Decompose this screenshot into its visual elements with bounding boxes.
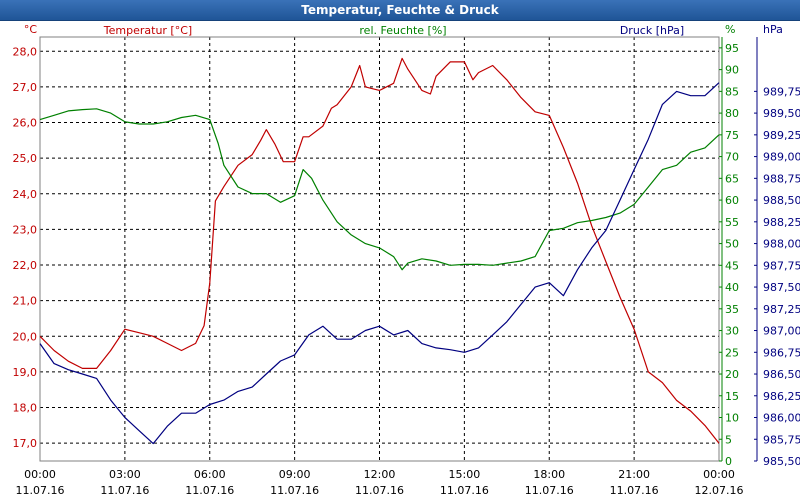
- humidity-tick-label: 85: [725, 85, 739, 98]
- legend-pressure: Druck [hPa]: [620, 24, 684, 37]
- humidity-tick-label: 5: [725, 433, 732, 446]
- plot-frame: [39, 36, 720, 462]
- x-tick-date: 11.07.16: [610, 484, 659, 497]
- x-tick-time: 03:00: [109, 468, 141, 481]
- pressure-tick-label: 989,75: [763, 85, 800, 98]
- legend-humidity: rel. Feuchte [%]: [359, 24, 446, 37]
- pressure-tick-label: 988,50: [763, 194, 800, 207]
- x-tick-time: 00:00: [24, 468, 56, 481]
- chart-title: Temperatur, Feuchte & Druck: [301, 3, 499, 17]
- humidity-tick-label: 45: [725, 259, 739, 272]
- temp-tick-label: 28,0: [13, 45, 38, 58]
- pressure-tick-label: 988,00: [763, 238, 800, 251]
- x-tick-date: 11.07.16: [270, 484, 319, 497]
- pressure-unit-label: hPa: [763, 23, 783, 36]
- pressure-tick-label: 988,75: [763, 172, 800, 185]
- temp-tick-label: 19,0: [13, 366, 38, 379]
- x-tick-time: 06:00: [194, 468, 226, 481]
- pressure-tick-label: 986,50: [763, 368, 800, 381]
- x-tick-date: 12.07.16: [695, 484, 744, 497]
- humidity-tick-label: 50: [725, 238, 739, 251]
- humidity-tick-label: 80: [725, 107, 739, 120]
- series-line-humidity: [39, 108, 720, 271]
- temp-tick-label: 27,0: [13, 81, 38, 94]
- humidity-tick-label: 90: [725, 64, 739, 77]
- humidity-tick-label: 60: [725, 194, 739, 207]
- temp-tick-label: 22,0: [13, 259, 38, 272]
- chart-title-bar: Temperatur, Feuchte & Druck: [0, 0, 800, 21]
- pressure-tick-label: 988,25: [763, 216, 800, 229]
- x-tick-date: 11.07.16: [525, 484, 574, 497]
- pressure-tick-label: 986,00: [763, 412, 800, 425]
- legend-temperature: Temperatur [°C]: [103, 24, 192, 37]
- temp-tick-label: 23,0: [13, 223, 38, 236]
- humidity-tick-label: 20: [725, 368, 739, 381]
- pressure-tick-label: 985,50: [763, 455, 800, 468]
- temp-tick-label: 24,0: [13, 188, 38, 201]
- humidity-unit-label: %: [725, 23, 735, 36]
- pressure-tick-label: 989,25: [763, 129, 800, 142]
- temp-tick-label: 21,0: [13, 295, 38, 308]
- humidity-tick-label: 75: [725, 129, 739, 142]
- x-tick-date: 11.07.16: [16, 484, 65, 497]
- temp-tick-label: 20,0: [13, 330, 38, 343]
- pressure-tick-label: 989,50: [763, 107, 800, 120]
- pressure-tick-label: 986,75: [763, 346, 800, 359]
- humidity-tick-label: 95: [725, 42, 739, 55]
- x-tick-time: 15:00: [449, 468, 481, 481]
- humidity-tick-label: 30: [725, 325, 739, 338]
- humidity-tick-label: 0: [725, 455, 732, 468]
- chart-canvas: 17,0 18,0 19,0 20,0 21,0 22,0 23,0 24,0 25,0 26,0…: [13, 23, 800, 497]
- humidity-tick-label: 35: [725, 303, 739, 316]
- pressure-tick-label: 987,00: [763, 325, 800, 338]
- humidity-tick-label: 40: [725, 281, 739, 294]
- humidity-tick-label: 70: [725, 151, 739, 164]
- x-tick-date: 11.07.16: [440, 484, 489, 497]
- x-tick-date: 11.07.16: [185, 484, 234, 497]
- temp-tick-label: 25,0: [13, 152, 38, 165]
- series-line-temperature: [39, 57, 720, 444]
- pressure-tick-label: 989,00: [763, 151, 800, 164]
- humidity-tick-label: 10: [725, 412, 739, 425]
- pressure-tick-label: 987,50: [763, 281, 800, 294]
- pressure-tick-label: 987,75: [763, 259, 800, 272]
- x-tick-time: 12:00: [364, 468, 396, 481]
- x-tick-time: 00:00: [703, 468, 735, 481]
- temp-tick-label: 17,0: [13, 437, 38, 450]
- temp-tick-label: 18,0: [13, 402, 38, 415]
- x-tick-date: 11.07.16: [355, 484, 404, 497]
- humidity-tick-label: 55: [725, 216, 739, 229]
- humidity-tick-label: 25: [725, 346, 739, 359]
- pressure-tick-label: 987,25: [763, 303, 800, 316]
- series-line-pressure: [39, 82, 720, 445]
- x-tick-time: 09:00: [279, 468, 311, 481]
- pressure-tick-label: 986,25: [763, 390, 800, 403]
- humidity-tick-label: 15: [725, 390, 739, 403]
- humidity-tick-label: 65: [725, 172, 739, 185]
- x-tick-time: 21:00: [618, 468, 650, 481]
- temp-unit-label: °C: [24, 23, 38, 36]
- x-tick-time: 18:00: [533, 468, 565, 481]
- x-tick-date: 11.07.16: [100, 484, 149, 497]
- pressure-tick-label: 985,75: [763, 433, 800, 446]
- temp-tick-label: 26,0: [13, 117, 38, 130]
